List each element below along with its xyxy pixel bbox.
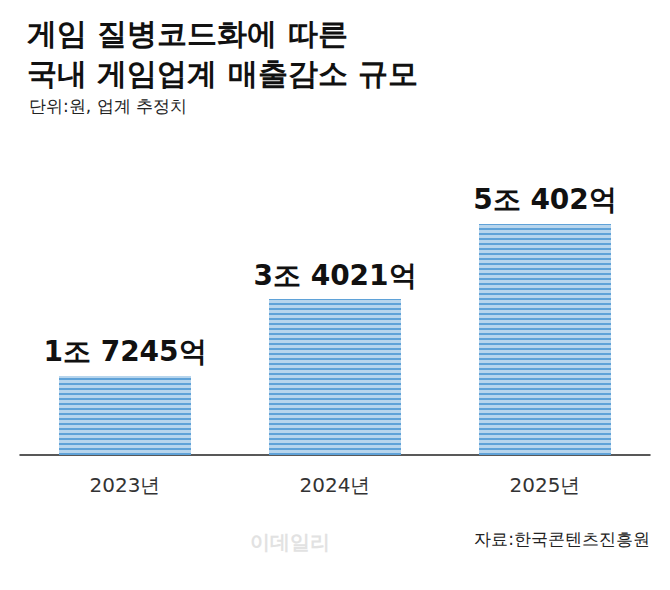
svg-text:자료:한국콘텐츠진흥원: 자료:한국콘텐츠진흥원: [474, 529, 650, 549]
svg-text:게임 질병코드화에 따른: 게임 질병코드화에 따른: [27, 16, 348, 51]
svg-text:5조 402억: 5조 402억: [473, 183, 617, 216]
svg-text:단위:원, 업계 추정치: 단위:원, 업계 추정치: [29, 96, 187, 116]
svg-text:이데일리: 이데일리: [250, 530, 330, 554]
svg-text:국내 게임업계 매출감소 규모: 국내 게임업계 매출감소 규모: [27, 56, 418, 91]
svg-text:2023년: 2023년: [90, 473, 161, 497]
svg-text:2025년: 2025년: [510, 473, 581, 497]
svg-text:1조 7245억: 1조 7245억: [43, 335, 206, 368]
svg-text:3조 4021억: 3조 4021억: [253, 259, 416, 292]
svg-text:2024년: 2024년: [300, 473, 371, 497]
